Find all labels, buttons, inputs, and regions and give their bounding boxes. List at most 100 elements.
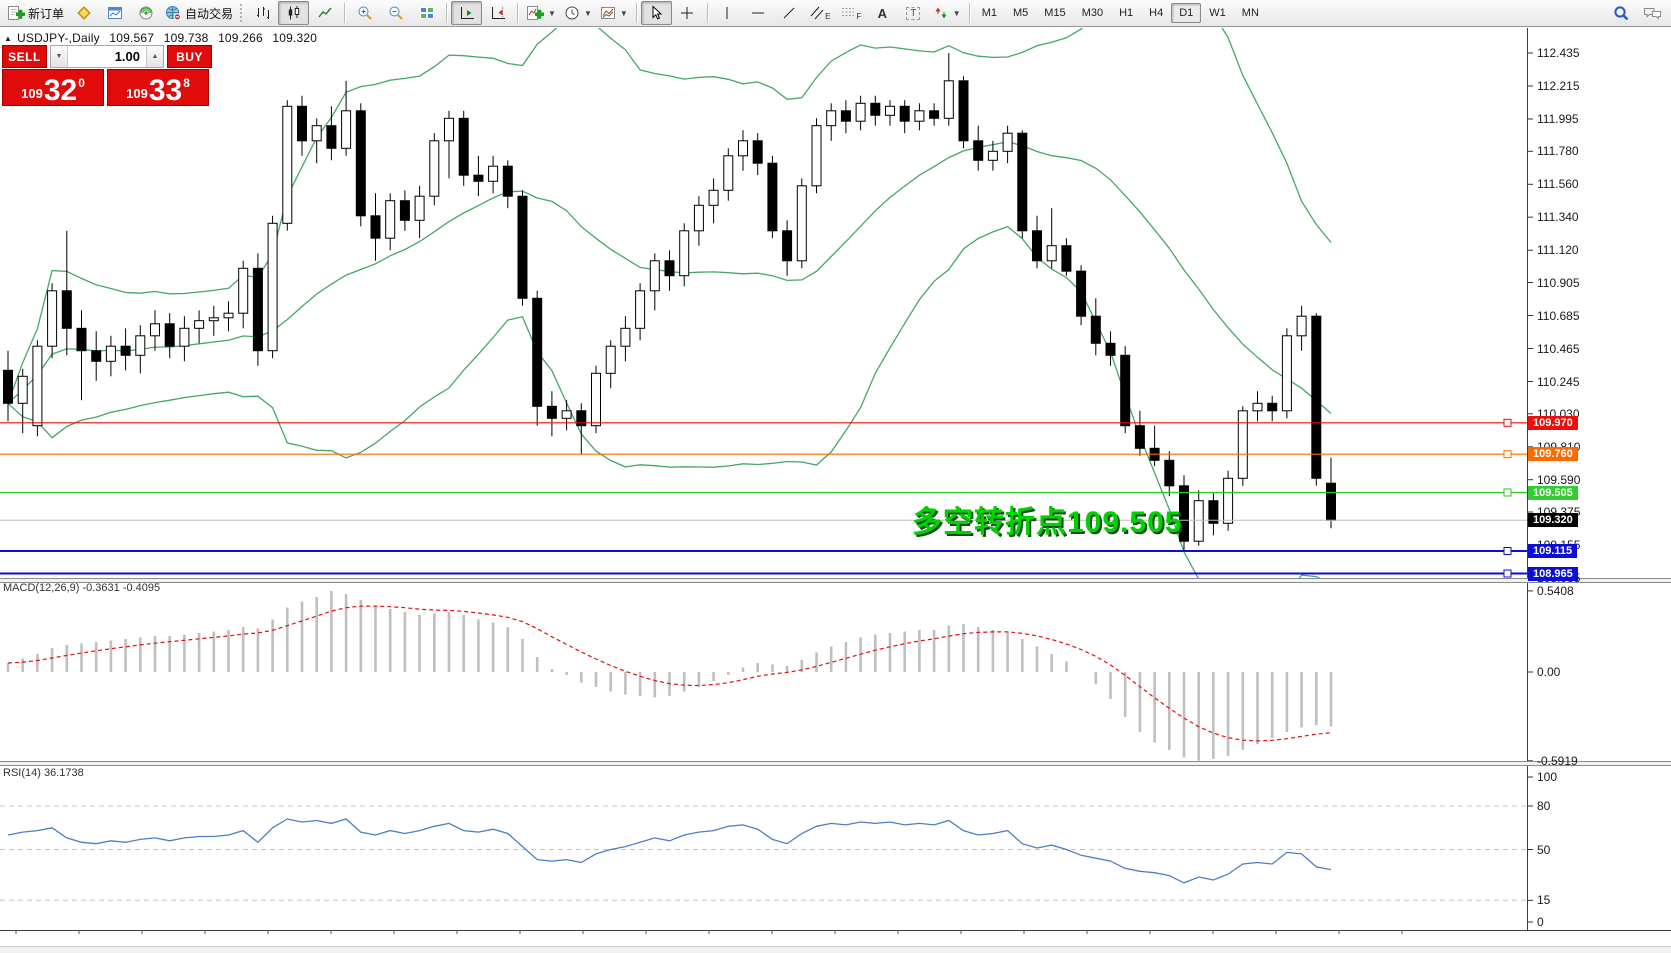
macd-tick: 0.00 [1537, 665, 1561, 679]
timeframe-H4[interactable]: H4 [1149, 7, 1164, 19]
dropdown-caret-icon: ▼ [548, 8, 556, 18]
horizontal-line-icon [752, 12, 765, 14]
search-button[interactable] [1606, 1, 1637, 25]
rsi-tick: 50 [1537, 842, 1551, 857]
chat-button[interactable] [1637, 1, 1668, 25]
one-click-trading-panel: SELL ▼ ▲ BUY 109 32 0 109 33 8 [2, 45, 212, 106]
rsi-tick: 0 [1537, 915, 1544, 929]
zoom-out-icon [389, 6, 403, 20]
line-chart-button[interactable] [309, 1, 340, 25]
timeframe-M5[interactable]: M5 [1013, 7, 1029, 19]
sell-price-big: 32 [43, 74, 78, 107]
panel-collapse-arrow[interactable]: ▲ [4, 34, 12, 43]
price-tick: 110.465 [1537, 341, 1580, 356]
buy-button[interactable]: BUY [167, 45, 212, 68]
volume-spinner: ▼ ▲ [50, 45, 164, 68]
crosshair-icon [681, 7, 694, 19]
fibonacci-tool-button[interactable]: F [836, 1, 867, 25]
text-tool-icon: A [877, 5, 887, 21]
auto-trading-globe-icon [166, 6, 181, 21]
price-tick: 110.245 [1537, 374, 1580, 389]
text-label-tool-button[interactable]: T [898, 1, 929, 25]
ohlc-open: 109.567 [109, 31, 155, 45]
sell-button[interactable]: SELL [2, 45, 47, 68]
zoom-out-button[interactable] [380, 1, 411, 25]
timeframe-W1[interactable]: W1 [1209, 7, 1226, 19]
equidistant-channel-icon [810, 6, 824, 20]
buy-price-big: 33 [148, 74, 183, 107]
price-level-label: 109.505 [1528, 485, 1578, 500]
tile-windows-button[interactable] [411, 1, 442, 25]
price-level-label: 109.115 [1528, 544, 1578, 558]
trend-annotation[interactable]: 多空转折点109.505 [912, 506, 1183, 539]
arrows-tool-button[interactable]: ▼ [929, 1, 965, 25]
timeframe-H1[interactable]: H1 [1119, 7, 1134, 19]
ohlc-high: 109.738 [163, 31, 209, 45]
volume-up-button[interactable]: ▲ [146, 46, 163, 67]
timeframe-D1[interactable]: D1 [1171, 3, 1202, 23]
chat-icon [1644, 8, 1661, 20]
channel-tool-button[interactable]: E [805, 1, 836, 25]
bar-chart-button[interactable] [247, 1, 278, 25]
trendline-tool-button[interactable] [774, 1, 805, 25]
new-order-icon [8, 6, 25, 20]
market-watch-icon [139, 6, 153, 20]
macd-tick: 0.5408 [1537, 583, 1574, 598]
toolbar-separator [517, 3, 519, 23]
price-level-label: 109.320 [1528, 513, 1578, 528]
trendline-icon [783, 7, 795, 19]
timeframe-MN[interactable]: MN [1241, 7, 1259, 19]
price-level-label: 109.760 [1528, 447, 1578, 462]
volume-down-button[interactable]: ▼ [51, 46, 68, 67]
price-level-label: 109.970 [1528, 415, 1578, 430]
bottom-strip [0, 946, 1671, 953]
cursor-button[interactable] [640, 1, 672, 25]
periods-button[interactable]: ▼ [560, 1, 596, 25]
toolbar-separator [706, 3, 708, 23]
buy-price-prefix: 109 [126, 86, 148, 101]
macd-tick: -0.5919 [1537, 753, 1578, 768]
candlestick-chart-button[interactable] [278, 1, 310, 25]
buy-price-tile[interactable]: 109 33 8 [107, 69, 209, 106]
crosshair-button[interactable] [672, 1, 703, 25]
timeframe-M30[interactable]: M30 [1081, 7, 1104, 19]
dropdown-caret-icon: ▼ [619, 8, 628, 18]
text-tool-button[interactable]: A [867, 1, 898, 25]
new-order-button[interactable]: 新订单 [3, 1, 68, 25]
timeframe-M15[interactable]: M15 [1044, 7, 1066, 19]
sell-price-tile[interactable]: 109 32 0 [2, 69, 104, 106]
fibonacci-icon [842, 8, 855, 16]
volume-input[interactable] [68, 46, 146, 67]
dropdown-caret-icon: ▼ [952, 8, 961, 18]
clock-icon [565, 6, 579, 20]
auto-scroll-icon [460, 7, 474, 19]
ohlc-close: 109.320 [272, 31, 318, 45]
market-watch-button[interactable] [130, 1, 161, 25]
search-icon [1614, 5, 1629, 20]
price-tick: 111.560 [1537, 177, 1579, 192]
cursor-icon [652, 5, 663, 20]
line-chart-icon [317, 7, 332, 18]
toolbar-separator [968, 3, 970, 23]
templates-button[interactable]: ▼ [596, 1, 632, 25]
price-level-label: 108.965 [1528, 566, 1578, 581]
zoom-in-button[interactable] [349, 1, 380, 25]
horizontal-line-tool-button[interactable] [743, 1, 774, 25]
price-tick: 112.435 [1537, 46, 1580, 60]
vertical-line-tool-button[interactable] [712, 1, 743, 25]
price-tick: 111.995 [1537, 112, 1579, 126]
data-window-button[interactable] [99, 1, 130, 25]
level-lines[interactable] [0, 418, 1527, 578]
chart-shift-button[interactable] [482, 1, 513, 25]
chart-macd-splitter[interactable] [0, 578, 1671, 583]
macd-rsi-splitter[interactable] [0, 761, 1671, 766]
indicators-button[interactable]: ▼ [522, 1, 560, 25]
zoom-in-icon [358, 6, 372, 20]
timeframe-M1[interactable]: M1 [981, 7, 997, 19]
symbol-period-label: USDJPY-,Daily [17, 31, 100, 45]
price-tick: 109.590 [1537, 472, 1581, 487]
auto-trading-button[interactable]: 自动交易 [161, 1, 237, 25]
auto-scroll-button[interactable] [451, 1, 483, 25]
chart-profile-button[interactable] [68, 1, 99, 25]
